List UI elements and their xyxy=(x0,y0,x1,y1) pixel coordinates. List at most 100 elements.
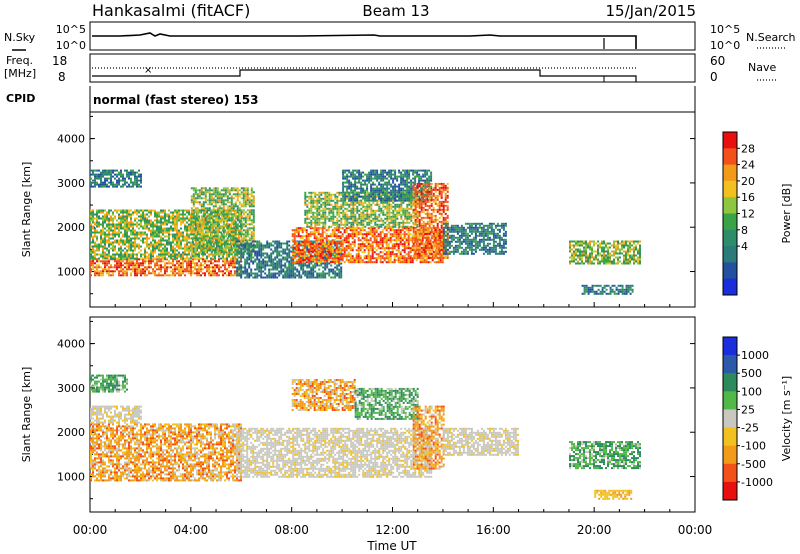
power-cell xyxy=(248,264,251,267)
power-cell xyxy=(202,219,205,222)
power-cell xyxy=(315,231,318,234)
power-cell xyxy=(242,211,245,214)
power-cell xyxy=(333,261,336,264)
power-cell xyxy=(104,237,106,240)
power-cell xyxy=(96,225,98,228)
power-cell xyxy=(96,181,98,184)
power-cell xyxy=(431,249,434,252)
power-cell xyxy=(228,274,230,277)
power-cell xyxy=(375,239,378,242)
power-cell xyxy=(407,257,410,260)
power-cell xyxy=(214,229,216,232)
power-cell xyxy=(116,266,118,269)
power-cell xyxy=(132,251,134,254)
power-cell xyxy=(178,211,180,214)
power-cell xyxy=(126,241,128,244)
power-cell xyxy=(373,235,376,238)
power-cell xyxy=(92,211,94,214)
power-cell xyxy=(333,227,336,230)
power-cell xyxy=(170,211,172,214)
power-cell xyxy=(102,227,104,230)
power-cell xyxy=(190,227,193,230)
power-cell xyxy=(222,189,225,192)
power-cell xyxy=(142,260,144,263)
power-cell xyxy=(182,264,184,267)
power-cell xyxy=(136,213,138,216)
power-cell xyxy=(318,191,321,194)
power-cell xyxy=(224,219,227,222)
power-cell xyxy=(216,245,219,248)
power-cell xyxy=(118,243,120,246)
power-cell xyxy=(158,243,160,246)
power-cell xyxy=(395,245,398,248)
power-cell xyxy=(206,217,209,220)
power-cell xyxy=(343,229,346,232)
power-cell xyxy=(192,215,195,218)
power-cell xyxy=(335,235,338,238)
power-cell xyxy=(258,274,261,277)
power-cell xyxy=(240,233,243,236)
power-cell xyxy=(312,205,315,208)
power-cell xyxy=(330,217,333,220)
power-cell xyxy=(385,255,388,258)
power-cell xyxy=(373,261,376,264)
power-cell xyxy=(232,274,234,277)
power-cell xyxy=(118,213,120,216)
power-cell xyxy=(262,254,265,257)
power-cell xyxy=(124,179,126,182)
power-cell xyxy=(274,276,277,279)
power-cell xyxy=(92,231,94,234)
power-cell xyxy=(324,199,327,202)
power-cell xyxy=(313,229,316,232)
power-cell xyxy=(212,245,215,248)
power-cell xyxy=(413,237,416,240)
power-cell xyxy=(208,191,211,194)
power-cell xyxy=(385,245,388,248)
power-cell xyxy=(214,268,216,271)
power-cell xyxy=(238,203,241,206)
power-cell xyxy=(248,201,251,204)
power-cell xyxy=(228,251,231,254)
power-cell xyxy=(329,243,332,246)
power-cell xyxy=(293,257,296,260)
sky-noise-line xyxy=(92,32,637,49)
power-cell xyxy=(156,262,158,265)
power-cell xyxy=(238,237,240,240)
power-cell xyxy=(317,255,320,258)
power-cell xyxy=(308,197,311,200)
power-cell xyxy=(288,272,291,275)
power-cell xyxy=(286,268,289,271)
power-cell xyxy=(218,260,220,263)
power-cell xyxy=(329,261,332,264)
power-cell xyxy=(342,203,345,206)
power-cell xyxy=(186,217,188,220)
power-cell xyxy=(262,258,265,261)
power-cell xyxy=(100,239,102,242)
power-cell xyxy=(90,245,92,248)
power-cell xyxy=(154,209,156,212)
power-cell xyxy=(176,217,178,220)
power-cell xyxy=(258,252,261,255)
power-cell xyxy=(218,209,221,212)
power-cell xyxy=(391,239,394,242)
power-cell xyxy=(308,266,311,269)
power-cell xyxy=(244,215,247,218)
power-cell xyxy=(98,209,100,212)
power-cell xyxy=(248,215,251,218)
power-cell xyxy=(272,252,275,255)
power-cell xyxy=(234,189,237,192)
power-cell xyxy=(336,217,339,220)
power-cell xyxy=(308,209,311,212)
power-cell xyxy=(228,264,230,267)
power-cell xyxy=(140,217,142,220)
power-cell xyxy=(202,193,205,196)
power-cell xyxy=(134,239,136,242)
power-cell xyxy=(335,255,338,258)
power-cell xyxy=(244,258,247,261)
power-cell xyxy=(108,177,110,180)
power-cell xyxy=(306,217,309,220)
power-cell xyxy=(114,225,116,228)
power-cell xyxy=(162,215,164,218)
power-cell xyxy=(248,213,251,216)
power-cell xyxy=(395,253,398,256)
